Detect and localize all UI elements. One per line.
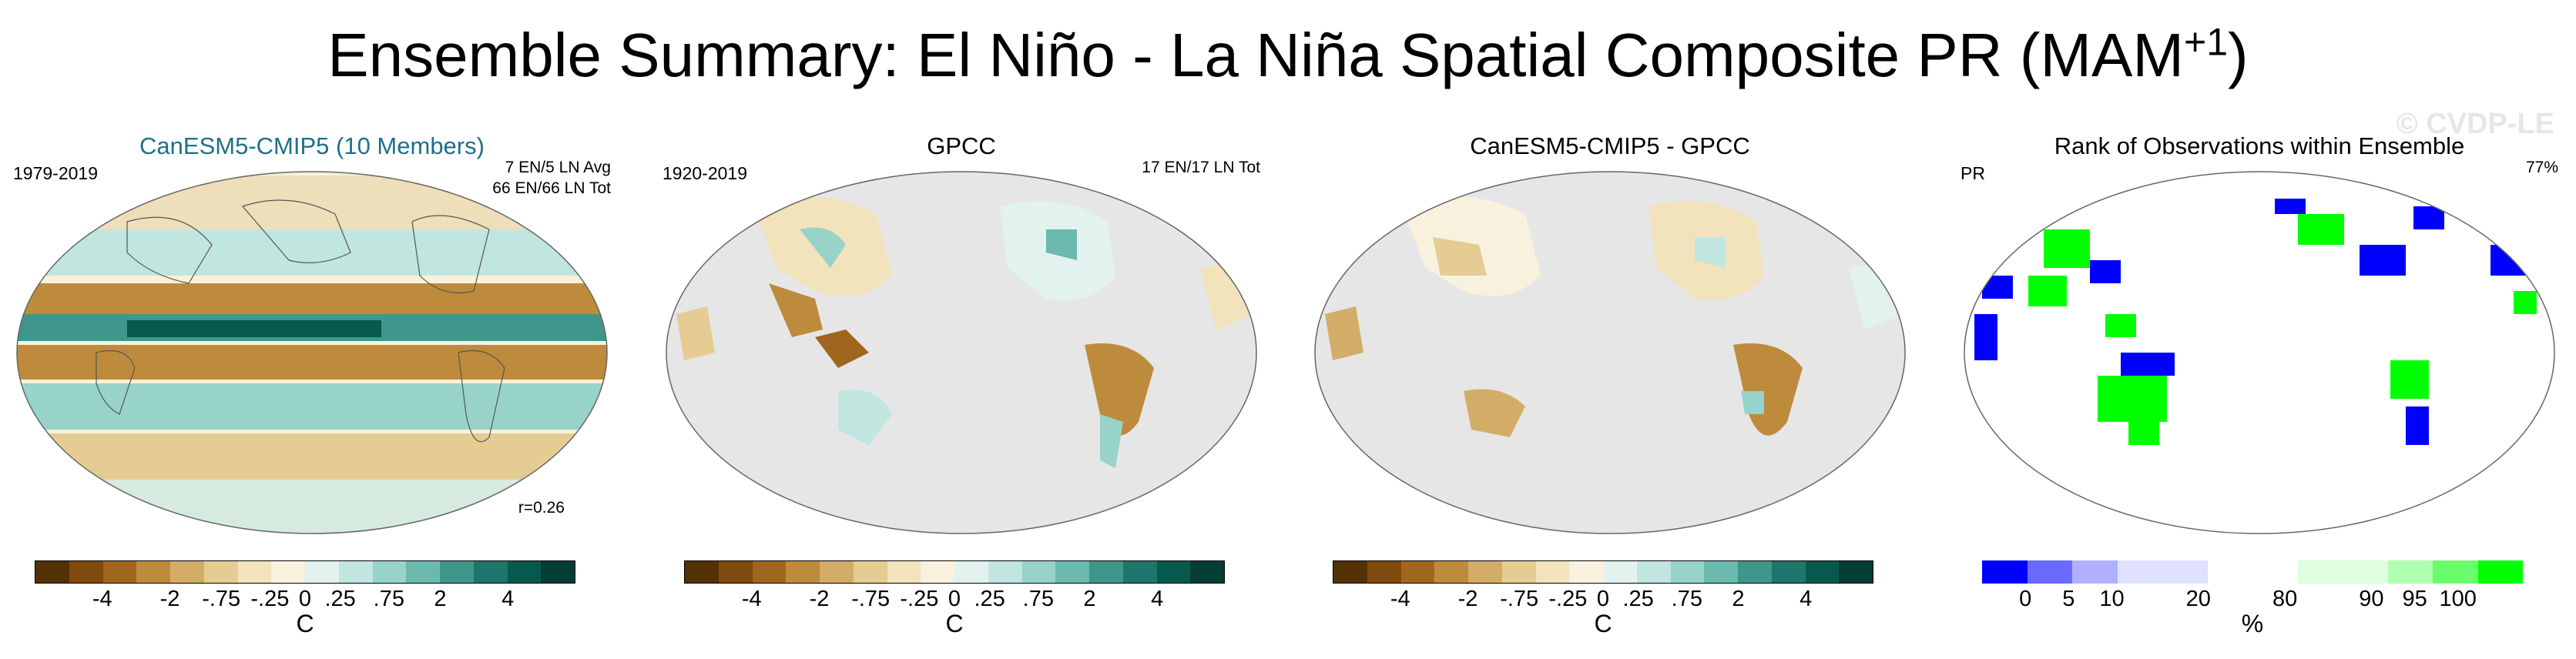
panel-title: GPCC <box>927 132 996 159</box>
colorbar-tick: .25 <box>1622 587 1654 611</box>
colorbar-tick: -2 <box>1457 587 1478 611</box>
colorbar-tick: -4 <box>1390 587 1410 611</box>
colorbar <box>35 560 575 584</box>
colorbar-tick: -.75 <box>1500 587 1539 611</box>
colorbar-tick: 0 <box>2019 587 2032 611</box>
colorbar-unit: C <box>296 610 314 637</box>
colorbar-ticks: -4 -2 -.75 -.25 0 .25 .75 2 4 <box>35 587 575 614</box>
colorbar-tick: 5 <box>2062 587 2075 611</box>
colorbar-tick: 0 <box>298 587 312 611</box>
colorbar-tick: 2 <box>1732 587 1745 611</box>
rank-percent-value: 77% <box>2525 159 2558 176</box>
precip-map <box>16 171 608 534</box>
panel-title: CanESM5-CMIP5 (10 Members) <box>139 132 485 159</box>
colorbar-tick: 2 <box>1083 587 1096 611</box>
panel-title: CanESM5-CMIP5 - GPCC <box>1470 132 1750 159</box>
panel-observed-composite: GPCC 1920-2019 17 EN/17 LN Tot -4 -2 -. <box>653 131 1270 647</box>
colorbar-tick: -2 <box>809 587 830 611</box>
precip-map <box>1314 171 1906 534</box>
colorbar-tick: .75 <box>1022 587 1054 611</box>
panel-rank: Rank of Observations within Ensemble PR … <box>1951 131 2568 647</box>
colorbar-tick: -.25 <box>250 587 290 611</box>
colorbar-tick: 80 <box>2272 587 2298 611</box>
period-label: 1979-2019 <box>13 163 98 183</box>
colorbar-ticks: -4 -2 -.75 -.25 0 .25 .75 2 4 <box>1333 587 1873 614</box>
event-counts: 17 EN/17 LN Tot <box>1142 157 1260 178</box>
colorbar-unit: % <box>2241 610 2264 637</box>
colorbar-tick: .75 <box>1671 587 1702 611</box>
event-count-avg: 7 EN/5 LN Avg <box>505 159 611 176</box>
colorbar-tick: .25 <box>324 587 356 611</box>
colorbar-tick: 0 <box>948 587 961 611</box>
colorbar-tick: 100 <box>2439 587 2477 611</box>
colorbar-tick: -.75 <box>202 587 241 611</box>
colorbar-unit: C <box>1594 610 1612 637</box>
colorbar <box>1333 560 1873 584</box>
period-label: 1920-2019 <box>662 163 747 183</box>
rank-map <box>1964 171 2555 534</box>
colorbar-tick: 95 <box>2402 587 2427 611</box>
colorbar-tick: 0 <box>1596 587 1610 611</box>
colorbar-ticks: -4 -2 -.75 -.25 0 .25 .75 2 4 <box>684 587 1225 614</box>
colorbar-tick: 20 <box>2185 587 2211 611</box>
colorbar-tick: -4 <box>741 587 762 611</box>
colorbar-tick: -4 <box>92 587 112 611</box>
panel-difference: CanESM5-CMIP5 - GPCC -4 -2 -.75 -.25 0 .… <box>1302 131 1918 647</box>
colorbar-tick: 90 <box>2359 587 2384 611</box>
colorbar-tick: -.75 <box>851 587 891 611</box>
colorbar-tick: 4 <box>1800 587 1813 611</box>
rank-percent: 77% <box>2526 157 2558 178</box>
figure-title: Ensemble Summary: El Niño - La Niña Spat… <box>327 20 2249 89</box>
event-counts: 7 EN/5 LN Avg 66 EN/66 LN Tot <box>492 157 611 199</box>
colorbar-tick: -2 <box>159 587 180 611</box>
event-count-total: 17 EN/17 LN Tot <box>1142 159 1260 176</box>
pattern-correlation: r=0.26 <box>518 499 565 517</box>
panel-model-composite: CanESM5-CMIP5 (10 Members) 1979-2019 7 E… <box>4 131 620 647</box>
colorbar-tick: -.25 <box>1548 587 1588 611</box>
colorbar-tick: -.25 <box>900 587 939 611</box>
colorbar <box>1982 560 2523 584</box>
watermark: © CVDP-LE <box>2396 108 2554 140</box>
precip-map <box>666 171 1257 534</box>
colorbar-tick: 4 <box>501 587 515 611</box>
colorbar-ticks: 0 5 10 20 80 90 95 100 <box>1982 587 2523 614</box>
colorbar <box>684 560 1225 584</box>
colorbar-tick: .75 <box>373 587 404 611</box>
colorbar-unit: C <box>945 610 964 637</box>
colorbar-tick: 4 <box>1151 587 1164 611</box>
colorbar-tick: 2 <box>434 587 447 611</box>
colorbar-tick: .25 <box>974 587 1005 611</box>
variable-label: PR <box>1961 163 1985 183</box>
panel-title: Rank of Observations within Ensemble <box>2054 132 2465 159</box>
colorbar-tick: 10 <box>2099 587 2125 611</box>
event-count-total: 66 EN/66 LN Tot <box>492 179 611 197</box>
